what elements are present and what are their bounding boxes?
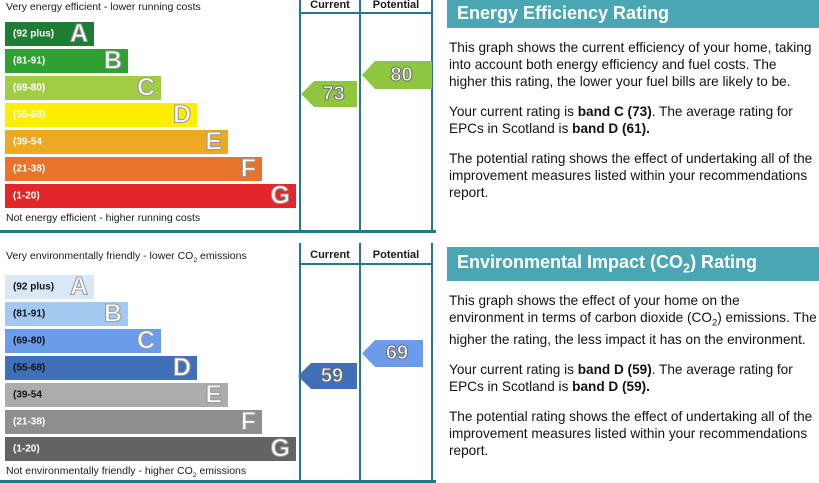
potential-rating-value: 80 bbox=[390, 63, 413, 86]
chart-top-caption: Very energy efficient - lower running co… bbox=[6, 1, 201, 13]
band-letter: D bbox=[172, 353, 191, 382]
band-row-D: (55-68) D bbox=[5, 100, 197, 129]
column-header-potential: Potential bbox=[372, 249, 420, 261]
chart-bottom-border bbox=[0, 230, 436, 233]
band-letter: C bbox=[136, 73, 155, 102]
band-row-F: (21-38) F bbox=[5, 154, 262, 183]
band-row-D: (55-68) D bbox=[5, 353, 197, 382]
band-letter: G bbox=[270, 434, 291, 463]
band-letter: F bbox=[240, 407, 256, 436]
band-row-B: (81-91) B bbox=[5, 299, 128, 328]
current-rating-value: 73 bbox=[322, 82, 345, 105]
band-letter: E bbox=[205, 380, 223, 409]
band-letter: C bbox=[136, 326, 155, 355]
column-header-current: Current bbox=[310, 0, 350, 11]
column-border bbox=[299, 243, 301, 483]
current-rating-arrow: 73 bbox=[301, 81, 357, 107]
potential-rating-arrow: 80 bbox=[362, 61, 432, 89]
panel-paragraph: This graph shows the current efficiency … bbox=[449, 40, 812, 89]
chart-bottom-caption: Not energy efficient - higher running co… bbox=[6, 212, 201, 224]
chart-bottom-border bbox=[0, 480, 436, 483]
column-header-current: Current bbox=[310, 249, 350, 261]
band-letter: G bbox=[270, 181, 291, 210]
band-letter: F bbox=[240, 154, 256, 183]
band-range-label: (21-38) bbox=[13, 163, 46, 175]
panel-paragraph: The potential rating shows the effect of… bbox=[449, 409, 813, 459]
panel-paragraph: The potential rating shows the effect of… bbox=[449, 151, 813, 200]
column-border bbox=[299, 0, 301, 233]
band-range-label: (39-54 bbox=[13, 389, 42, 401]
current-rating-value: 59 bbox=[320, 364, 344, 387]
current-rating-arrow: 59 bbox=[298, 363, 357, 389]
band-range-label: (39-54 bbox=[13, 136, 42, 148]
potential-rating-arrow: 69 bbox=[362, 340, 423, 367]
potential-rating-value: 69 bbox=[385, 342, 409, 365]
band-range-label: (55-68) bbox=[13, 109, 46, 121]
environmental-impact-chart: Very environmentally friendly - lower CO… bbox=[0, 243, 436, 483]
column-border bbox=[431, 0, 433, 233]
band-letter: E bbox=[205, 127, 223, 156]
energy-efficiency-chart: Very energy efficient - lower running co… bbox=[0, 0, 436, 233]
band-row-F: (21-38) F bbox=[5, 407, 262, 436]
band-row-E: (39-54 E bbox=[5, 380, 228, 409]
energy-efficiency-panel-title: Energy Efficiency Rating bbox=[447, 0, 819, 28]
band-range-label: (69-80) bbox=[13, 82, 46, 94]
chart-top-caption: Very environmentally friendly - lower CO… bbox=[6, 250, 247, 265]
panel-paragraph: Your current rating is band D (59). The … bbox=[449, 362, 793, 395]
band-range-label: (69-80) bbox=[13, 335, 46, 347]
column-header-underline bbox=[299, 12, 433, 14]
band-range-label: (1-20) bbox=[13, 443, 40, 455]
band-range-label: (92 plus) bbox=[13, 28, 55, 40]
band-row-G: (1-20) G bbox=[5, 434, 296, 463]
band-range-label: (21-38) bbox=[13, 416, 46, 428]
band-range-label: (81-91) bbox=[13, 55, 46, 67]
column-border bbox=[359, 0, 361, 233]
band-row-C: (69-80) C bbox=[5, 326, 161, 355]
environmental-impact-panel-title: Environmental Impact (CO2) Rating bbox=[447, 247, 819, 281]
band-range-label: (81-91) bbox=[13, 308, 46, 320]
band-range-label: (92 plus) bbox=[13, 281, 55, 293]
column-header-potential: Potential bbox=[372, 0, 420, 11]
band-letter: B bbox=[103, 299, 122, 328]
environmental-impact-panel: Environmental Impact (CO2) Rating This g… bbox=[447, 243, 819, 472]
column-header-underline bbox=[299, 263, 433, 265]
band-row-C: (69-80) C bbox=[5, 73, 161, 102]
column-border bbox=[431, 243, 433, 483]
column-border bbox=[359, 243, 361, 483]
band-row-G: (1-20) G bbox=[5, 181, 296, 210]
band-row-E: (39-54 E bbox=[5, 127, 228, 156]
energy-efficiency-panel: Energy Efficiency Rating This graph show… bbox=[447, 0, 819, 214]
panel-paragraph: This graph shows the effect of your home… bbox=[449, 292, 817, 348]
band-letter: D bbox=[172, 100, 191, 129]
environmental-impact-panel-body: This graph shows the effect of your home… bbox=[447, 292, 817, 460]
band-range-label: (55-68) bbox=[13, 362, 46, 374]
band-row-B: (81-91) B bbox=[5, 46, 128, 75]
band-range-label: (1-20) bbox=[13, 190, 40, 202]
band-letter: A bbox=[69, 19, 88, 48]
panel-paragraph: Your current rating is band C (73). The … bbox=[449, 104, 793, 136]
band-letter: A bbox=[69, 272, 88, 301]
band-row-A: (92 plus) A bbox=[5, 272, 94, 301]
band-row-A: (92 plus) A bbox=[5, 19, 94, 48]
chart-bottom-caption: Not environmentally friendly - higher CO… bbox=[6, 465, 247, 480]
energy-efficiency-panel-body: This graph shows the current efficiency … bbox=[447, 39, 817, 201]
band-letter: B bbox=[103, 46, 122, 75]
